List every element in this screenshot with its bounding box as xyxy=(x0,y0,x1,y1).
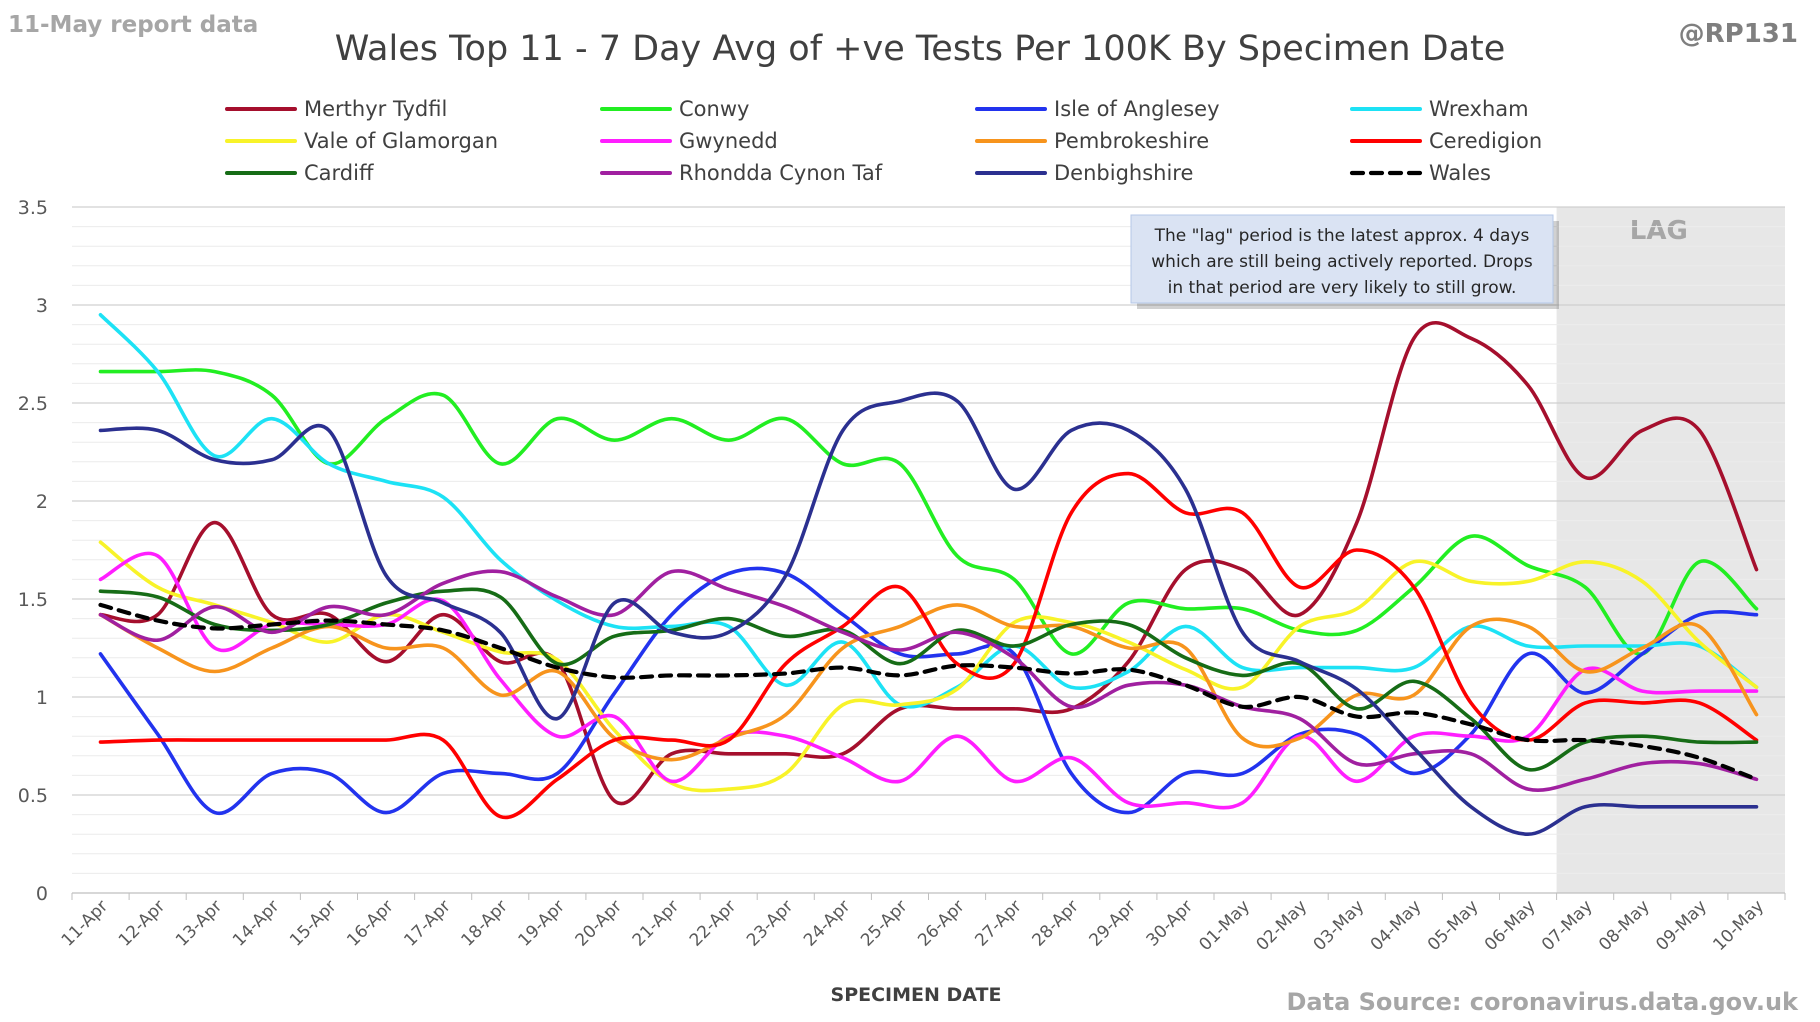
x-axis-ticks: 11-Apr 12-Apr 13-Apr 14-Apr 15-Apr 16-Apr 17-A… xyxy=(58,893,1786,955)
author-handle: @RP131 xyxy=(1679,19,1798,49)
x-tick-label: 19-Apr xyxy=(515,896,569,950)
y-tick-label: 2.5 xyxy=(18,393,48,415)
chart-title: Wales Top 11 - 7 Day Avg of +ve Tests Pe… xyxy=(335,29,1506,69)
x-tick-label: 05-May xyxy=(1424,896,1483,955)
x-tick-label: 25-Apr xyxy=(857,896,911,950)
x-tick-label: 18-Apr xyxy=(457,896,511,950)
legend-label-cardiff: Cardiff xyxy=(304,161,374,185)
x-tick-label: 02-May xyxy=(1253,896,1312,955)
series-line-wales xyxy=(98,602,1759,782)
x-tick-label: 27-Apr xyxy=(971,896,1025,950)
legend-label-pembrokeshire: Pembrokeshire xyxy=(1054,129,1209,153)
legend-label-vale-of-glamorgan: Vale of Glamorgan xyxy=(304,129,498,153)
x-tick-label: 07-May xyxy=(1538,896,1597,955)
x-tick-label: 24-Apr xyxy=(800,896,854,950)
x-tick-label: 10-May xyxy=(1709,896,1768,955)
x-tick-label: 29-Apr xyxy=(1086,896,1140,950)
x-tick-label: 17-Apr xyxy=(400,896,454,950)
legend-label-merthyr-tydfil: Merthyr Tydfil xyxy=(304,97,447,121)
series-line-cardiff xyxy=(98,587,1759,772)
lag-label: LAG xyxy=(1630,216,1688,246)
series-line-rhondda-cynon-taf xyxy=(98,569,1759,792)
x-tick-label: 30-Apr xyxy=(1143,896,1197,950)
gridlines xyxy=(72,206,1785,874)
y-tick-label: 1.5 xyxy=(18,589,48,611)
series-line-ceredigion xyxy=(98,471,1759,820)
y-tick-label: 3 xyxy=(36,295,48,317)
series-line-conwy xyxy=(98,368,1759,656)
series-lines xyxy=(98,313,1759,836)
series-line-merthyr-tydfil xyxy=(98,320,1759,806)
x-axis-title: SPECIMEN DATE xyxy=(831,984,1002,1006)
x-tick-label: 01-May xyxy=(1195,896,1254,955)
y-tick-label: 3.5 xyxy=(18,197,48,219)
x-tick-label: 09-May xyxy=(1652,896,1711,955)
x-tick-label: 26-Apr xyxy=(914,896,968,950)
lag-note-line-3: in that period are very likely to still … xyxy=(1168,278,1517,298)
x-tick-label: 08-May xyxy=(1595,896,1654,955)
x-tick-label: 03-May xyxy=(1310,896,1369,955)
y-tick-label: 1 xyxy=(36,687,48,709)
y-tick-label: 0 xyxy=(36,883,48,905)
legend-label-gwynedd: Gwynedd xyxy=(679,129,778,153)
legend-label-denbighshire: Denbighshire xyxy=(1054,161,1193,185)
series-line-pembrokeshire xyxy=(98,603,1759,762)
x-tick-label: 21-Apr xyxy=(629,896,683,950)
series-line-isle-of-anglesey xyxy=(98,566,1759,816)
lag-note-box: The "lag" period is the latest approx. 4… xyxy=(1130,214,1559,309)
x-tick-label: 14-Apr xyxy=(229,896,283,950)
legend-label-rhondda-cynon-taf: Rhondda Cynon Taf xyxy=(679,161,883,185)
report-date-label: 11-May report data xyxy=(8,12,258,38)
legend-label-isle-of-anglesey: Isle of Anglesey xyxy=(1054,97,1220,121)
series-line-denbighshire xyxy=(98,391,1759,836)
series-line-gwynedd xyxy=(98,551,1759,810)
y-axis-ticks: 0 0.5 1 1.5 2 2.5 3 3.5 xyxy=(18,197,48,905)
legend-label-wales: Wales xyxy=(1429,161,1491,185)
chart-legend: Merthyr Tydfil Conwy Isle of Anglesey Wrexh… xyxy=(225,97,1542,185)
legend-label-conwy: Conwy xyxy=(679,97,749,121)
x-tick-label: 12-Apr xyxy=(115,896,169,950)
lag-note-line-1: The "lag" period is the latest approx. 4… xyxy=(1154,226,1530,246)
y-tick-label: 0.5 xyxy=(18,785,48,807)
y-tick-label: 2 xyxy=(36,491,48,513)
data-source: Data Source: coronavirus.data.gov.uk xyxy=(1287,988,1800,1016)
x-tick-label: 22-Apr xyxy=(686,896,740,950)
x-tick-label: 11-Apr xyxy=(58,896,112,950)
x-tick-label: 20-Apr xyxy=(572,896,626,950)
x-tick-label: 23-Apr xyxy=(743,896,797,950)
x-tick-label: 15-Apr xyxy=(286,896,340,950)
x-tick-label: 04-May xyxy=(1367,896,1426,955)
x-tick-label: 16-Apr xyxy=(343,896,397,950)
x-tick-label: 13-Apr xyxy=(172,896,226,950)
x-tick-label: 28-Apr xyxy=(1028,896,1082,950)
legend-label-ceredigion: Ceredigion xyxy=(1429,129,1542,153)
x-tick-label: 06-May xyxy=(1481,896,1540,955)
lag-note-line-2: which are still being actively reported.… xyxy=(1151,252,1533,272)
legend-label-wrexham: Wrexham xyxy=(1429,97,1529,121)
